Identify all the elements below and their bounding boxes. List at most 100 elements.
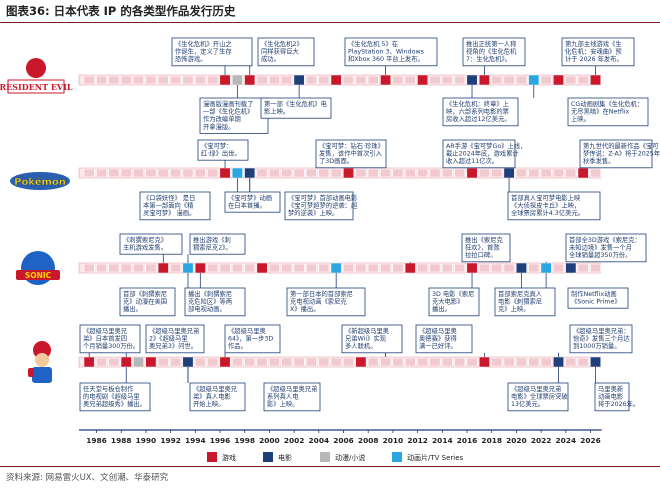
year-cell: [281, 75, 293, 85]
year-cell: [268, 168, 280, 178]
annotation-text: 制作Netflix动画: [571, 289, 617, 298]
year-cell: [552, 263, 564, 273]
annotation-text: 《Sonic Prime》: [571, 299, 621, 306]
year-cell: [207, 168, 219, 178]
annotation-text: 《生化危机：终章》上: [446, 99, 509, 108]
annotation-text: 收入超过11亿次。: [446, 156, 498, 165]
year-cell: [207, 357, 219, 367]
event-marker-game: [355, 356, 367, 368]
annotation-text: 同样获得巨大: [261, 47, 299, 56]
year-cell: [145, 263, 157, 273]
annotation-text: 推出正统第一人称: [466, 39, 517, 48]
x-tick-label: 1994: [185, 436, 206, 445]
annotation-text: 惊奇》发售三个月达: [573, 334, 630, 343]
annotation-text: 播出。: [123, 304, 142, 313]
x-tick-label: 2024: [556, 436, 577, 445]
x-tick-label: 2022: [531, 436, 552, 445]
annotation-box: [344, 37, 438, 67]
annotation-text: 多人联机。: [345, 341, 376, 350]
year-cell: [454, 168, 466, 178]
event-marker-game: [145, 356, 157, 368]
year-cell: [577, 357, 589, 367]
annotation-text: 全球票房累计4.3亿美元。: [511, 208, 584, 217]
annotation-text: CG动画剧集《生化危机：: [571, 99, 643, 108]
event-marker-game: [590, 74, 601, 86]
x-tick-label: 2026: [580, 436, 601, 445]
annotation-text: 《宝可梦》首部动画电影: [288, 193, 358, 202]
annotation-text: 第一部《生化危机》电: [264, 99, 328, 108]
year-cell: [441, 168, 453, 178]
event-marker-game: [256, 262, 268, 274]
year-cell: [503, 75, 515, 85]
year-cell: [120, 168, 132, 178]
event-marker-game: [478, 74, 490, 86]
annotation-text: 梦的逆袭》上映。: [288, 208, 338, 217]
annotation-text: 在日本首播。: [228, 201, 266, 210]
annotation-box: [507, 191, 601, 221]
mario-face-icon: [35, 353, 49, 367]
annotation-box: [263, 382, 321, 412]
year-cell: [318, 357, 330, 367]
annotation-text: 弟》日本首发四: [83, 334, 127, 343]
year-cell: [392, 75, 404, 85]
annotation-text: 成功。: [261, 54, 280, 63]
year-cell: [182, 168, 194, 178]
year-cell: [170, 357, 182, 367]
year-cell: [219, 263, 231, 273]
year-cell: [170, 168, 182, 178]
annotation-text: 克》上映。: [498, 304, 529, 313]
x-tick-label: 2010: [383, 436, 404, 445]
year-cell: [170, 263, 182, 273]
year-cell: [293, 263, 305, 273]
x-tick-label: 2008: [358, 436, 379, 445]
annotation-text: 《宝可梦》动画: [228, 193, 272, 202]
resident-evil-logo-mark: [26, 58, 46, 78]
event-marker-film: [565, 262, 577, 274]
event-marker-game: [343, 167, 354, 179]
annotation-box: [579, 139, 653, 169]
annotation-text: 系列真人电: [267, 392, 299, 401]
annotation-text: 将于2026年。: [598, 399, 639, 408]
x-tick-label: 2016: [457, 436, 478, 445]
event-marker-anime_novel: [231, 74, 243, 86]
year-cell: [528, 168, 540, 178]
figure-header: 图表36: 日本代表 IP 的各类型作品发行历史: [0, 0, 660, 23]
annotation-text: 第一部日本的首部索尼: [290, 289, 353, 298]
year-cell: [515, 357, 527, 367]
annotation-text: 《超级马里奥兄: [193, 384, 238, 393]
annotation-text: 开拿漫版。: [203, 122, 234, 131]
event-marker-game: [219, 356, 231, 368]
annotation-text: 《大侦探皮卡丘》上映，: [511, 201, 580, 210]
x-tick-label: 1990: [136, 436, 157, 445]
annotation-text: 化危机：安魂曲》预: [565, 47, 622, 56]
annotation-text: 《超级马里奥兄弟: [149, 326, 199, 335]
annotation-text: 播出《刺猬索尼: [188, 289, 232, 298]
annotation-text: 任天堂与板仓制作: [83, 384, 134, 393]
event-marker-game: [466, 262, 478, 274]
year-cell: [293, 168, 305, 178]
year-cell: [417, 263, 429, 273]
annotation-box: [315, 139, 387, 169]
annotation-text: 《口袋妖怪》 是日: [143, 193, 195, 202]
year-cell: [491, 168, 503, 178]
year-cell: [441, 357, 453, 367]
year-cell: [454, 263, 466, 273]
annotation-text: 电影《刺猬索尼: [498, 297, 542, 306]
legend-label-game: 游戏: [222, 453, 236, 462]
annotation-text: 作为改编单期: [203, 114, 241, 123]
annotation-box: [257, 37, 315, 67]
annotation-text: 狂欢》，首款: [465, 243, 500, 252]
event-marker-game: [244, 74, 256, 86]
year-cell: [108, 75, 120, 85]
annotation-box: [442, 97, 519, 127]
year-cell: [429, 263, 441, 273]
annotation-text: 计于 2026 年发布。: [565, 54, 623, 63]
year-cell: [515, 75, 527, 85]
footer-divider: [0, 466, 660, 467]
event-marker-game: [577, 167, 589, 179]
year-cell: [256, 75, 268, 85]
event-marker-film: [590, 356, 601, 368]
x-tick-label: 2000: [259, 436, 280, 445]
annotation-text: 《超级马里奥兄弟: [267, 384, 317, 393]
